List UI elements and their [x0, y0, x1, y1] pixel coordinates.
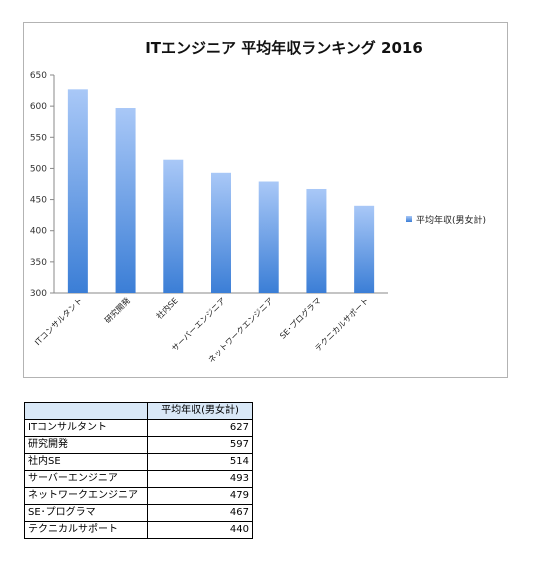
- table-row: SE･プログラマ 467: [24, 504, 253, 522]
- table-row: テクニカルサポート 440: [24, 521, 253, 539]
- legend-label: 平均年収(男女計): [416, 214, 486, 226]
- y-tick-label: 350: [30, 258, 47, 268]
- table-row: 研究開発 597: [24, 436, 253, 454]
- chart-area: ITエンジニア 平均年収ランキング 2016 300 350 400 450 500 55…: [23, 22, 508, 378]
- y-tick-label: 400: [30, 227, 47, 237]
- table-row-value: 597: [147, 436, 253, 454]
- y-tick-label: 600: [30, 102, 47, 112]
- table-row: 社内SE 514: [24, 453, 253, 471]
- table-row: ITコンサルタント 627: [24, 419, 253, 437]
- table-row-label: サーバーエンジニア: [24, 470, 148, 488]
- table-row-label: テクニカルサポート: [24, 521, 148, 539]
- table-column-header: 平均年収(男女計): [147, 402, 253, 420]
- y-tick-label: 500: [30, 164, 47, 174]
- x-category-label: テクニカルサポート: [313, 296, 370, 353]
- bar: [258, 181, 279, 293]
- table-row-value: 440: [147, 521, 253, 539]
- table-row-label: 社内SE: [24, 453, 148, 471]
- chart-title: ITエンジニア 平均年収ランキング 2016: [145, 39, 423, 57]
- x-category-label: 研究開発: [102, 295, 132, 325]
- table-row: ネットワークエンジニア 479: [24, 487, 253, 505]
- table-row-label: SE･プログラマ: [24, 504, 148, 522]
- table-row-label: ネットワークエンジニア: [24, 487, 148, 505]
- table-corner-cell: [24, 402, 148, 420]
- x-category-label: ITコンサルタント: [33, 296, 84, 347]
- y-tick-label: 650: [30, 71, 47, 81]
- table-row-label: ITコンサルタント: [24, 419, 148, 437]
- x-category-label: 社内SE: [154, 295, 180, 321]
- table-row-value: 479: [147, 487, 253, 505]
- bar: [354, 205, 375, 293]
- bar: [306, 188, 327, 293]
- bar: [211, 172, 231, 293]
- data-table: 平均年収(男女計) ITコンサルタント 627 研究開発 597 社内SE 514 サーバー…: [24, 402, 253, 539]
- y-tick-label: 300: [30, 289, 47, 299]
- table-row: サーバーエンジニア 493: [24, 470, 253, 488]
- bar: [163, 159, 184, 293]
- table-row-value: 467: [147, 504, 253, 522]
- bar-chart: ITエンジニア 平均年収ランキング 2016 300 350 400 450 500 55…: [30, 39, 486, 365]
- table-header-row: 平均年収(男女計): [24, 402, 253, 420]
- y-tick-label: 450: [30, 196, 47, 206]
- table-row-value: 514: [147, 453, 253, 471]
- y-tick-label: 550: [30, 133, 47, 143]
- table-row-value: 493: [147, 470, 253, 488]
- table-row-label: 研究開発: [24, 436, 148, 454]
- x-category-label: SE･プログラマ: [277, 295, 322, 340]
- bar: [67, 89, 88, 293]
- bar: [115, 108, 136, 293]
- legend-swatch: [406, 216, 412, 222]
- legend: 平均年収(男女計): [406, 214, 486, 226]
- table-row-value: 627: [147, 419, 253, 437]
